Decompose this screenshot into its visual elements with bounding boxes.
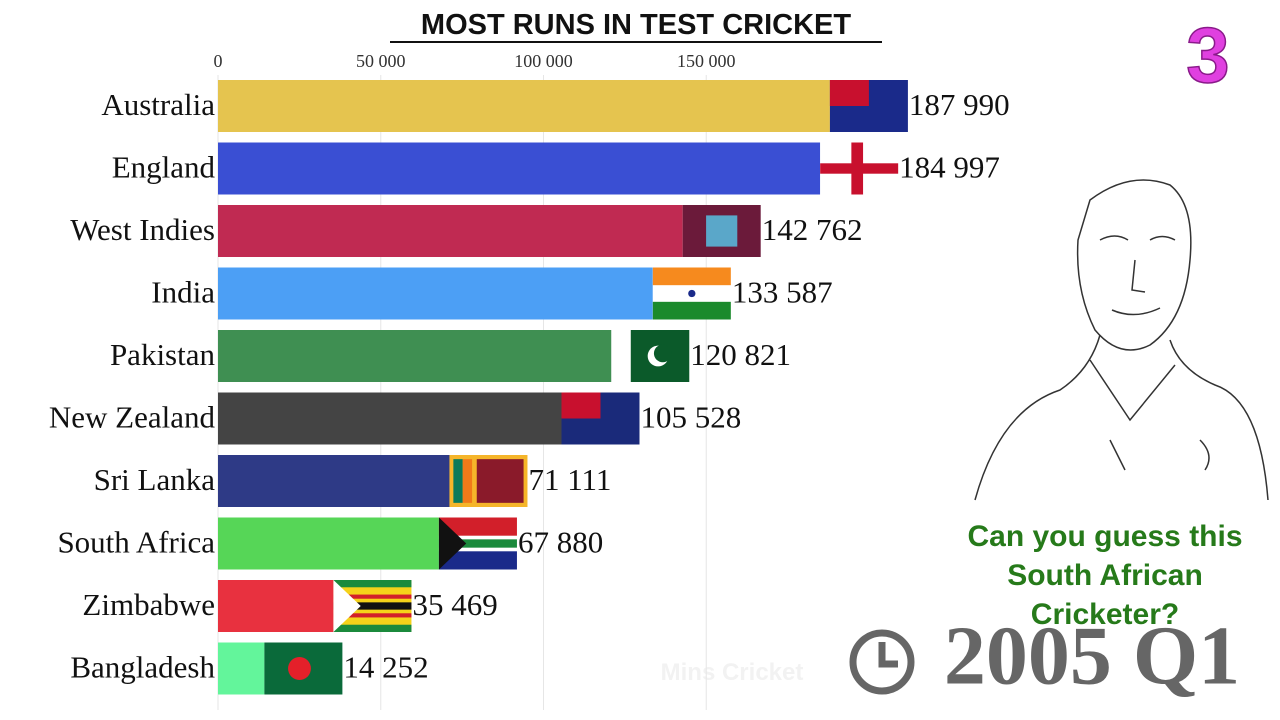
value-label: 35 469 xyxy=(412,587,497,622)
bar xyxy=(218,330,612,382)
category-label: Zimbabwe xyxy=(82,587,215,622)
flag-part xyxy=(652,301,731,320)
flag-part xyxy=(333,580,412,588)
category-label: Sri Lanka xyxy=(94,462,216,497)
x-tick-label: 100 000 xyxy=(514,51,573,71)
bar xyxy=(218,80,830,132)
x-tick-label: 150 000 xyxy=(677,51,736,71)
category-label: England xyxy=(112,150,216,185)
flag-part xyxy=(829,80,869,106)
value-label: 142 762 xyxy=(762,212,863,247)
category-label: West Indies xyxy=(70,212,215,247)
value-label: 14 252 xyxy=(343,650,428,685)
countdown: 3 xyxy=(1186,11,1229,99)
clock-icon xyxy=(849,629,915,695)
category-label: Australia xyxy=(101,87,215,122)
bar xyxy=(218,205,683,257)
flag-part xyxy=(333,624,412,632)
bar xyxy=(218,642,265,695)
flag xyxy=(829,80,908,132)
portrait-sketch xyxy=(974,179,1269,501)
x-tick-label: 0 xyxy=(214,51,223,71)
flag xyxy=(264,642,343,695)
bar xyxy=(218,142,821,195)
value-label: 67 880 xyxy=(518,525,603,560)
flag-part xyxy=(688,289,696,298)
question-line: Cricketer? xyxy=(1031,598,1179,631)
flag-part xyxy=(652,267,731,286)
value-label: 133 587 xyxy=(732,275,833,310)
flag-part xyxy=(333,602,412,610)
bar xyxy=(218,580,334,632)
flag-part xyxy=(611,330,631,382)
flag xyxy=(820,142,899,195)
flag-part xyxy=(453,459,463,503)
value-label: 71 111 xyxy=(528,462,611,497)
flag xyxy=(449,455,528,507)
flag-part xyxy=(333,580,361,632)
flag-part xyxy=(333,613,412,618)
flag-part xyxy=(820,163,899,174)
question-line: South African xyxy=(1007,559,1203,592)
flag-part xyxy=(288,657,311,680)
category-label: Bangladesh xyxy=(70,650,215,685)
value-label: 105 528 xyxy=(640,400,741,435)
category-label: Pakistan xyxy=(110,337,216,372)
category-label: New Zealand xyxy=(49,400,216,435)
flag-part xyxy=(438,539,517,548)
flag-part xyxy=(333,594,412,599)
flag xyxy=(652,267,731,320)
flag-part xyxy=(653,344,672,363)
question-line: Can you guess this xyxy=(967,520,1242,553)
flag xyxy=(333,580,412,632)
category-label: South Africa xyxy=(57,525,215,560)
flag-part xyxy=(706,215,738,247)
value-label: 187 990 xyxy=(909,87,1010,122)
bar xyxy=(218,392,562,445)
flag-part xyxy=(438,517,467,570)
bar xyxy=(218,455,450,507)
bar xyxy=(218,517,439,570)
flag-part xyxy=(561,392,601,419)
chart-title: MOST RUNS IN TEST CRICKET xyxy=(421,9,851,41)
category-label: India xyxy=(151,275,215,310)
flag xyxy=(611,330,690,382)
flag xyxy=(561,392,640,445)
flag-part xyxy=(476,459,524,503)
flag-part xyxy=(462,459,473,503)
watermark: Mins Cricket xyxy=(661,659,804,686)
value-label: 120 821 xyxy=(690,337,791,372)
value-label: 184 997 xyxy=(899,150,1000,185)
period-label: 2005 Q1 xyxy=(944,609,1240,702)
flag-part xyxy=(438,551,517,570)
flag-part xyxy=(438,517,517,536)
flag xyxy=(438,517,517,570)
bar xyxy=(218,267,653,320)
flag xyxy=(682,205,761,257)
x-tick-label: 50 000 xyxy=(356,51,406,71)
